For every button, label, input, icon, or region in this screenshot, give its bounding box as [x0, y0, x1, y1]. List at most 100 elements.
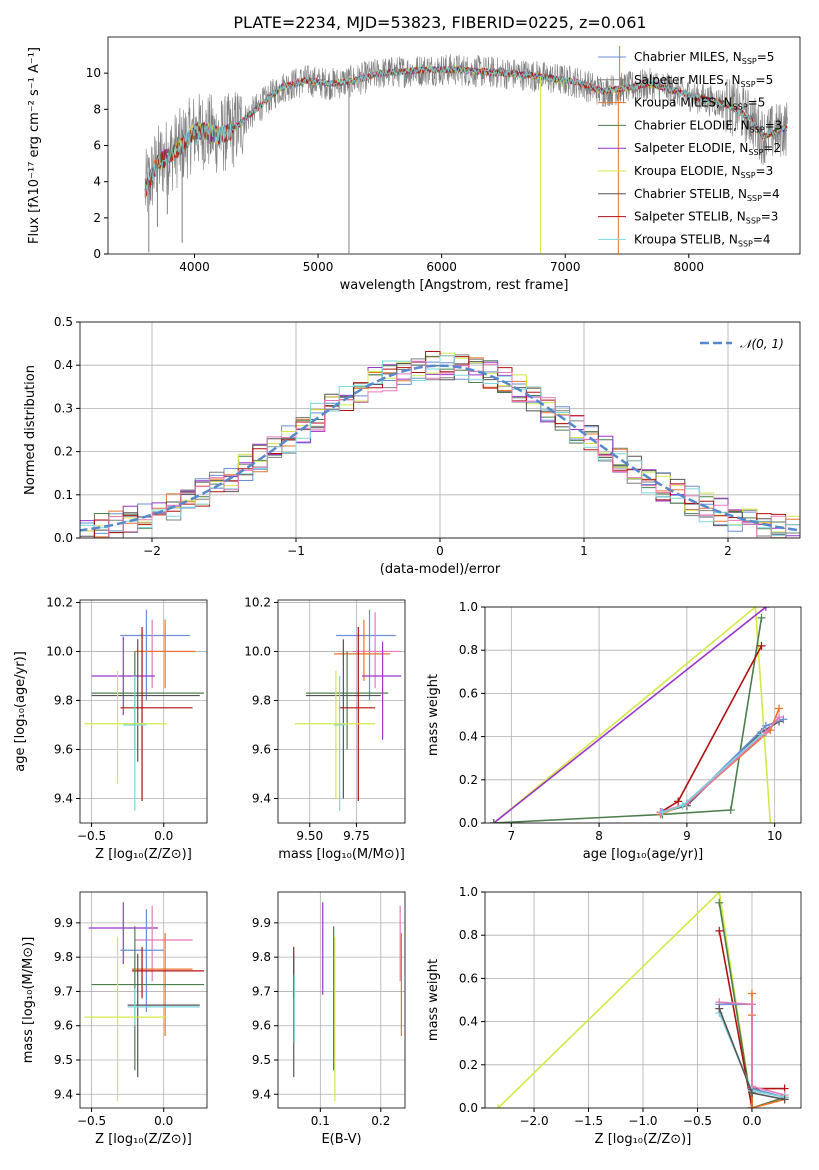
gaussian-curve [80, 364, 800, 532]
legend-label-sub: SSP [747, 194, 762, 203]
legend-label-sub: SSP [742, 57, 757, 66]
weight-vs-age-axes: 7 8 9 10 0.0 0.2 0.4 0.6 0.8 1.0 [459, 600, 801, 843]
legend-label-tail: =5 [748, 96, 766, 110]
y-tick-label: 9.6 [252, 742, 271, 756]
legend-label-tail: =4 [753, 232, 771, 246]
y-tick-label: 0.0 [459, 1101, 478, 1115]
weight-line [497, 892, 753, 1108]
spectrum-x-label: wavelength [Angstrom, rest frame] [340, 278, 569, 293]
residual-histogram [80, 360, 800, 538]
legend-label-tail: =3 [761, 210, 779, 224]
legend-label: Salpeter STELIB, NSSP=3 [634, 210, 778, 226]
y-tick-label: 9.6 [252, 1019, 271, 1033]
weight-marker [761, 607, 770, 611]
mass-vs-Z-points [84, 902, 205, 1102]
weight-marker [747, 1104, 756, 1108]
spectrum-lines [144, 46, 788, 254]
weight-vs-Z-y-label: mass weight [426, 959, 441, 1041]
weight-marker [780, 1095, 789, 1104]
spectrum-legend: Chabrier MILES, NSSP=5 Salpeter MILES, NS… [598, 50, 782, 248]
legend-label-sub: SSP [741, 171, 756, 180]
y-tick-label: 2 [93, 211, 101, 225]
y-tick-label: 0.3 [54, 401, 73, 415]
y-tick-label: 0.2 [54, 445, 73, 459]
x-tick-label: 2 [724, 544, 732, 558]
weight-vs-Z-lines [494, 892, 789, 1108]
x-tick-label: 0.0 [742, 1114, 761, 1128]
x-tick-label: 0.2 [371, 1114, 390, 1128]
y-tick-label: 0 [93, 247, 101, 261]
gaussian-legend-label: 𝒩(0, 1) [740, 337, 784, 351]
y-tick-label: 9.6 [54, 1019, 73, 1033]
residuals-x-label: (data-model)/error [380, 562, 501, 577]
x-tick-label: 5000 [303, 260, 334, 274]
weight-vs-age-lines [489, 607, 788, 823]
y-tick-label: 9.9 [252, 916, 271, 930]
y-tick-label: 0.1 [54, 488, 73, 502]
x-tick-label: 0.0 [154, 1114, 173, 1128]
weight-marker [726, 806, 735, 815]
weight-line [493, 607, 767, 823]
y-tick-label: 9.4 [54, 791, 73, 805]
x-tick-label: 1 [580, 544, 588, 558]
weight-line [493, 617, 763, 823]
legend-label: Salpeter MILES, NSSP=5 [634, 73, 773, 89]
y-tick-label: 9.6 [54, 742, 73, 756]
weight-marker [715, 926, 724, 935]
y-tick-label: 0.8 [459, 643, 478, 657]
y-tick-label: 0.2 [459, 1058, 478, 1072]
weight-marker [775, 704, 784, 713]
weight-vs-Z-x-label: Z [log₁₀(Z/Z⊙)] [595, 1132, 692, 1147]
legend-label-tail: =3 [765, 118, 783, 132]
weight-marker [775, 713, 784, 722]
y-tick-label: 9.8 [54, 693, 73, 707]
mass-vs-Z-axes: −0.5 0.0 9.4 9.5 9.6 9.7 9.8 9.9 [54, 892, 207, 1128]
legend-label-tail: =4 [762, 187, 780, 201]
weight-marker [761, 728, 770, 737]
legend-label: Kroupa MILES, NSSP=5 [634, 96, 765, 112]
legend-label: Salpeter ELODIE, NSSP=2 [634, 141, 781, 157]
age-vs-mass-axes: 9.50 9.75 9.4 9.6 9.8 10.0 10.2 [244, 595, 405, 843]
weight-marker [751, 607, 760, 611]
y-tick-label: 6 [93, 139, 101, 153]
x-tick-label: 6000 [426, 260, 457, 274]
weight-marker [747, 989, 756, 998]
y-tick-label: 1.0 [459, 600, 478, 614]
weight-marker [779, 715, 788, 724]
x-tick-label: 7000 [550, 260, 581, 274]
weight-marker [658, 808, 667, 817]
y-tick-label: 9.7 [252, 984, 271, 998]
mass-vs-Z-frame [79, 891, 208, 1109]
legend-label: Chabrier STELIB, NSSP=4 [634, 187, 780, 203]
weight-marker [747, 1088, 756, 1097]
y-tick-label: 9.5 [252, 1053, 271, 1067]
weight-marker [747, 1000, 756, 1009]
y-tick-label: 10.0 [46, 644, 73, 658]
y-tick-label: 4 [93, 175, 101, 189]
mass-vs-EBV-axes: 0.1 0.2 9.4 9.5 9.6 9.7 9.8 9.9 [252, 892, 405, 1128]
y-tick-label: 9.4 [252, 1087, 271, 1101]
y-tick-label: 9.9 [54, 916, 73, 930]
x-tick-label: 8000 [674, 260, 705, 274]
y-tick-label: 10.0 [244, 644, 271, 658]
y-tick-label: 9.4 [54, 1087, 73, 1101]
x-tick-label: 8 [595, 829, 603, 843]
weight-vs-age-y-label: mass weight [426, 674, 441, 756]
legend-label-tail: =5 [757, 50, 775, 64]
legend-label-sub: SSP [738, 239, 753, 248]
weight-line [493, 607, 772, 823]
y-tick-label: 0.8 [459, 928, 478, 942]
age-vs-Z-points [84, 609, 205, 811]
legend-label-tail: =2 [763, 141, 781, 155]
weight-marker [715, 892, 724, 896]
residuals-frame [79, 321, 801, 539]
x-tick-label: 0.1 [311, 1114, 330, 1128]
age-vs-mass-frame [277, 599, 406, 824]
y-tick-label: 0.0 [459, 816, 478, 830]
weight-marker [678, 801, 687, 810]
y-tick-label: 10 [86, 66, 101, 80]
weight-marker [715, 1004, 724, 1013]
y-tick-label: 0.4 [459, 730, 478, 744]
weight-vs-Z-frame [484, 891, 802, 1109]
legend-label-sub: SSP [748, 148, 763, 157]
